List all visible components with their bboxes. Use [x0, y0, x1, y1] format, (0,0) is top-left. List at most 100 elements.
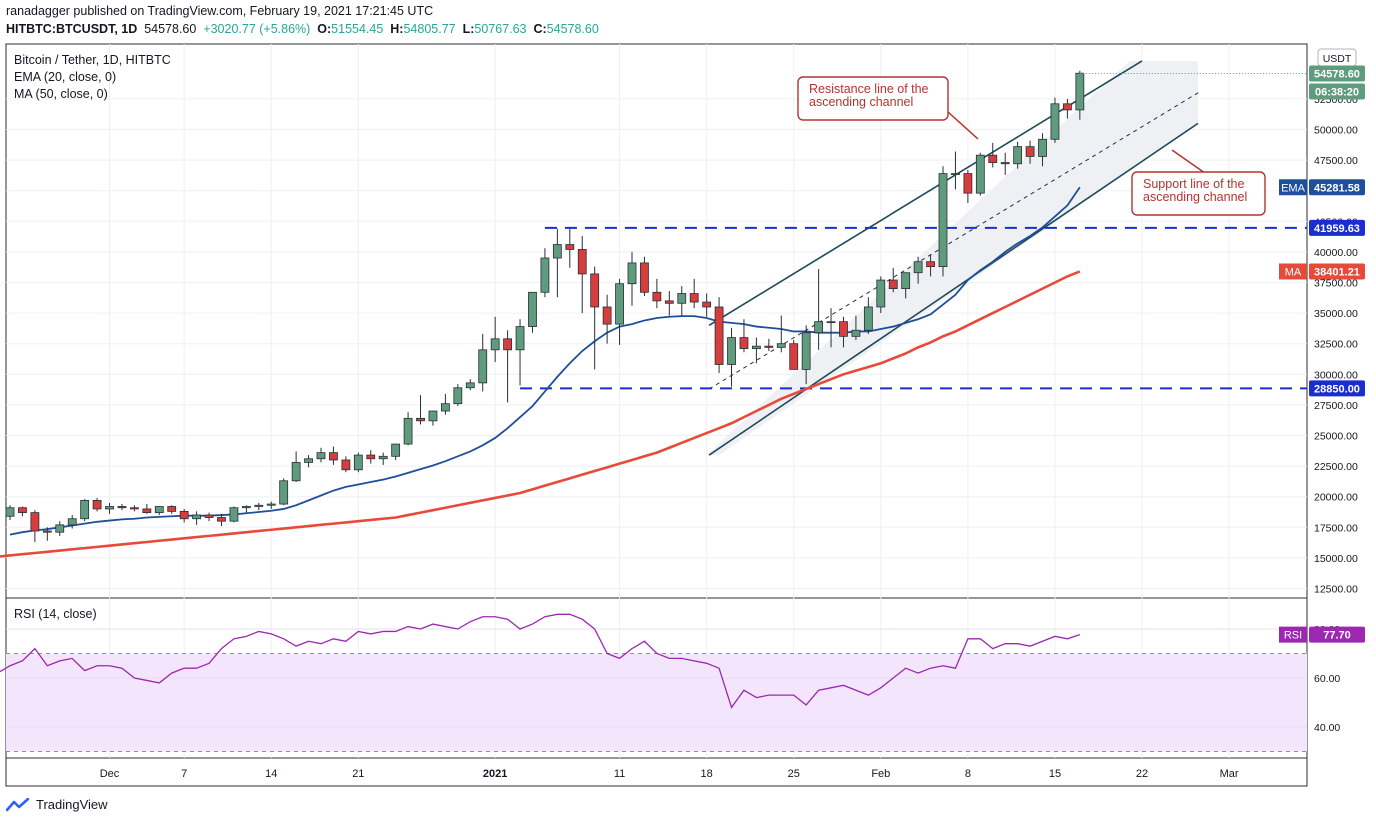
candle-body — [353, 454, 363, 471]
candle — [304, 455, 313, 468]
candle-body — [951, 173, 960, 175]
legend-ema[interactable]: EMA (20, close, 0) — [14, 70, 117, 84]
candle-body — [241, 506, 251, 509]
ma-badge-tag-label: MA — [1285, 266, 1302, 278]
candle — [129, 505, 139, 512]
candle-body — [577, 249, 587, 275]
candle-body — [863, 306, 873, 331]
candle — [30, 510, 40, 542]
time-tick-label: Feb — [871, 768, 890, 780]
candle-body — [963, 173, 973, 194]
candle-body — [1050, 103, 1060, 140]
candle-body — [30, 512, 40, 532]
candle-body — [602, 306, 612, 325]
candle-body — [801, 332, 811, 370]
time-tick-label: 8 — [965, 768, 971, 780]
time-tick-label: 14 — [265, 768, 277, 780]
candle-body — [204, 514, 214, 518]
candle-body — [677, 293, 687, 304]
ema-badge-value: 45281.58 — [1314, 182, 1360, 194]
candle-body — [179, 510, 189, 520]
candle-body — [888, 279, 898, 290]
candle — [640, 256, 649, 296]
candle — [602, 294, 612, 344]
candle-body — [565, 244, 575, 250]
candle — [590, 266, 600, 370]
low-label: L: — [462, 22, 475, 36]
candle-body — [490, 338, 500, 351]
level-low-badge-value: 28850.00 — [1314, 383, 1360, 395]
time-tick-label: 22 — [1136, 768, 1148, 780]
support-callout-text: ascending channel — [1143, 190, 1247, 204]
legend-rsi[interactable]: RSI (14, close) — [14, 607, 97, 621]
candle-body — [142, 508, 152, 514]
price-tick-label: 50000.00 — [1314, 125, 1358, 137]
rsi-badge-box — [1309, 626, 1365, 643]
candle — [204, 512, 214, 522]
candle-body — [80, 499, 90, 520]
candle-body — [503, 338, 513, 351]
candle — [1050, 97, 1060, 143]
resistance-callout-text: Resistance line of the — [809, 82, 929, 96]
candle-body — [304, 458, 313, 463]
tradingview-logo[interactable]: TradingView — [6, 797, 108, 812]
candle — [739, 319, 749, 353]
time-tick-label: 18 — [701, 768, 713, 780]
candle — [565, 228, 575, 268]
candle — [428, 410, 438, 426]
candle-body — [18, 507, 27, 514]
price-tick-label: 25000.00 — [1314, 431, 1358, 443]
price-tick-label: 32500.00 — [1314, 339, 1358, 351]
countdown-box — [1309, 83, 1365, 100]
candle — [901, 272, 911, 299]
candle-body — [5, 507, 15, 517]
candle-body — [1038, 138, 1047, 157]
candle — [1025, 140, 1035, 164]
price-tick-label: 22500.00 — [1314, 461, 1358, 473]
ema-line — [9, 186, 1081, 536]
candle — [80, 499, 90, 522]
change-value: +3020.77 (+5.86%) — [203, 22, 311, 36]
rsi-line — [0, 613, 1081, 709]
low-value: 50767.63 — [474, 22, 527, 36]
support-callout-box — [1131, 171, 1266, 216]
candle-body — [1075, 72, 1085, 111]
candle-body — [229, 507, 239, 522]
candle — [18, 506, 27, 517]
candle-body — [465, 382, 475, 389]
candle — [913, 256, 923, 284]
symbol-name: HITBTC:BTCUSDT, 1D — [6, 22, 138, 36]
candle — [677, 286, 687, 316]
time-tick-label: 15 — [1049, 768, 1061, 780]
candle — [378, 452, 388, 465]
candle-body — [814, 321, 823, 334]
candle-body — [366, 454, 376, 460]
candle — [465, 379, 475, 391]
candle-body — [329, 452, 338, 461]
candle — [167, 505, 177, 514]
candle — [478, 333, 488, 392]
candle — [776, 315, 786, 353]
ohlc-line: HITBTC:BTCUSDT, 1D 54578.60 +3020.77 (+5… — [6, 22, 599, 36]
candle-body — [1063, 103, 1072, 111]
time-tick-label: Mar — [1220, 768, 1239, 780]
time-tick-label: 7 — [181, 768, 187, 780]
price-tick-label: 30000.00 — [1314, 369, 1358, 381]
candle — [440, 393, 450, 415]
ma-badge-box — [1309, 263, 1365, 280]
price-tick-label: 20000.00 — [1314, 492, 1358, 504]
candle-body — [652, 291, 662, 302]
candle — [254, 502, 264, 511]
candle-body — [129, 507, 139, 510]
legend-ma[interactable]: MA (50, close, 0) — [14, 87, 108, 101]
candle-body — [988, 154, 998, 163]
candle-body — [67, 518, 77, 526]
candle-body — [42, 530, 52, 533]
price-tick-label: 37500.00 — [1314, 278, 1358, 290]
rsi-tick-label: 60.00 — [1314, 673, 1340, 685]
resistance-callout-box — [797, 76, 949, 121]
candle — [403, 412, 413, 446]
candle-body — [291, 462, 301, 482]
candle — [1038, 133, 1047, 167]
